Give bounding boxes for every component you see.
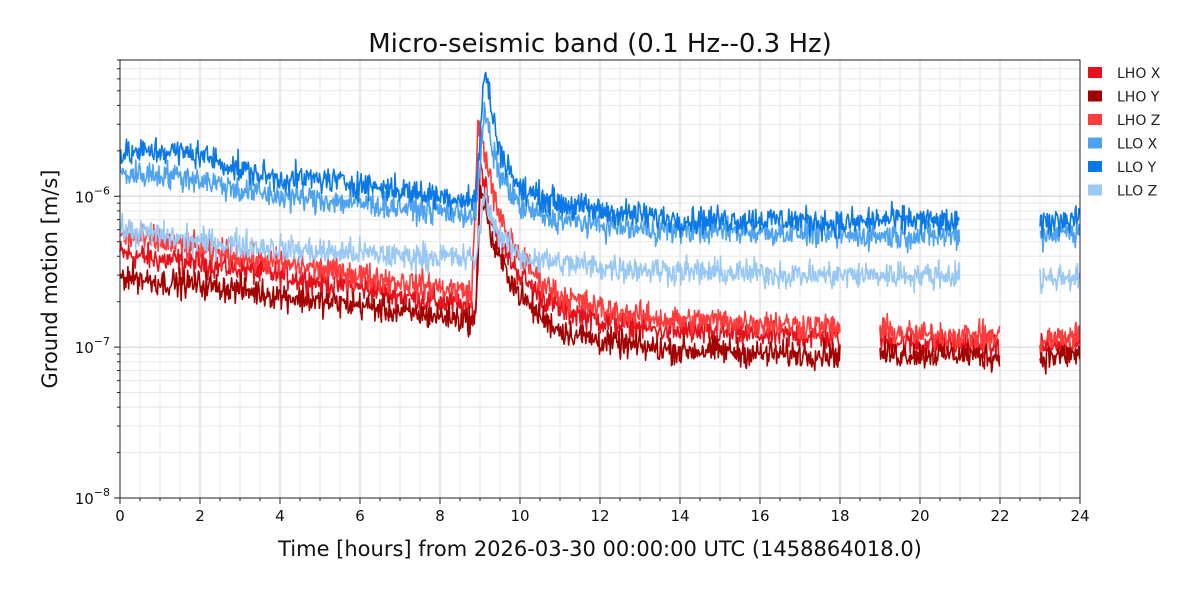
y-tick-label: 10−6 — [75, 184, 110, 206]
x-tick-label: 22 — [990, 507, 1009, 525]
series-line-lho-y — [1039, 343, 1081, 375]
legend-label: LHO Z — [1117, 113, 1160, 129]
legend-label: LHO X — [1117, 66, 1161, 82]
x-tick-label: 24 — [1070, 507, 1089, 525]
legend-swatch — [1088, 67, 1102, 78]
legend-label: LLO Z — [1117, 184, 1157, 200]
legend-swatch — [1088, 161, 1102, 172]
x-tick-label: 16 — [750, 507, 769, 525]
x-tick-label: 2 — [195, 507, 205, 525]
y-tick-label: 10−8 — [75, 486, 110, 508]
legend-label: LLO X — [1117, 137, 1158, 153]
series-layer — [119, 71, 1081, 375]
x-tick-label: 10 — [510, 507, 529, 525]
x-tick-label: 20 — [910, 507, 929, 525]
series-line-lho-y — [119, 184, 841, 372]
y-axis-label: Ground motion [m/s] — [38, 170, 62, 389]
x-tick-label: 18 — [830, 507, 849, 525]
legend-swatch — [1088, 90, 1102, 102]
series-line-lho-z — [879, 312, 1001, 352]
legend-label: LLO Y — [1117, 160, 1157, 176]
x-tick-label: 8 — [435, 507, 445, 525]
y-axis: 10−8 10−7 10−6 — [75, 59, 120, 508]
x-axis-label: Time [hours] from 2026-03-30 00:00:00 UT… — [277, 537, 922, 561]
series-line-lho-y — [879, 335, 1001, 373]
legend: LHO X LHO Y LHO Z LLO X LLO Y LLO Z — [1088, 66, 1161, 200]
legend-swatch — [1088, 114, 1102, 125]
legend-swatch — [1088, 137, 1102, 149]
x-tick-label: 12 — [590, 507, 609, 525]
series-line-lho-z — [1039, 321, 1081, 353]
x-tick-label: 6 — [355, 507, 365, 525]
y-tick-label: 10−7 — [75, 335, 110, 357]
series-line-llo-y — [1039, 205, 1081, 238]
chart-title: Micro-seismic band (0.1 Hz--0.3 Hz) — [368, 29, 832, 59]
series-line-llo-y — [119, 71, 960, 242]
x-tick-label: 0 — [115, 507, 125, 525]
x-axis: 0 2 4 6 8 10 12 14 16 18 20 22 24 — [115, 498, 1090, 525]
series-line-llo-z — [1039, 262, 1081, 295]
series-line-llo-z — [119, 187, 961, 294]
legend-label: LHO Y — [1117, 90, 1160, 106]
x-tick-label: 4 — [275, 507, 285, 525]
legend-swatch — [1088, 184, 1102, 196]
x-tick-label: 14 — [670, 507, 689, 525]
